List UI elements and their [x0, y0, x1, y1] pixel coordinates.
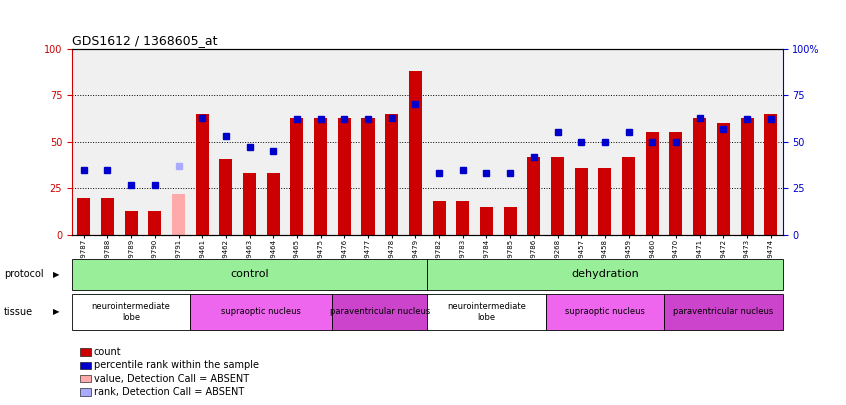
Text: rank, Detection Call = ABSENT: rank, Detection Call = ABSENT [94, 387, 244, 397]
Bar [740, 117, 754, 235]
Text: ▶: ▶ [52, 270, 59, 279]
Text: protocol: protocol [4, 269, 44, 279]
Bar [645, 132, 659, 235]
Bar [290, 117, 304, 235]
Text: percentile rank within the sample: percentile rank within the sample [94, 360, 259, 370]
Bar [219, 158, 233, 235]
Bar [480, 207, 493, 235]
Bar [669, 132, 683, 235]
Text: control: control [230, 269, 269, 279]
Bar [432, 201, 446, 235]
Bar [101, 198, 114, 235]
Bar [77, 198, 91, 235]
Bar [693, 117, 706, 235]
Bar [148, 211, 162, 235]
Bar [622, 157, 635, 235]
Text: ▶: ▶ [52, 307, 59, 316]
Bar [574, 168, 588, 235]
Text: supraoptic nucleus: supraoptic nucleus [222, 307, 301, 316]
Bar [385, 114, 398, 235]
Bar [503, 207, 517, 235]
Text: value, Detection Call = ABSENT: value, Detection Call = ABSENT [94, 374, 249, 384]
Bar [195, 114, 209, 235]
Bar [717, 123, 730, 235]
Bar [409, 71, 422, 235]
Bar [243, 173, 256, 235]
Bar [551, 157, 564, 235]
Text: GDS1612 / 1368605_at: GDS1612 / 1368605_at [72, 34, 217, 47]
Text: dehydration: dehydration [571, 269, 639, 279]
Text: supraoptic nucleus: supraoptic nucleus [565, 307, 645, 316]
Bar [124, 211, 138, 235]
Bar [598, 168, 612, 235]
Bar [456, 201, 470, 235]
Text: neurointermediate
lobe: neurointermediate lobe [447, 302, 526, 322]
Bar [266, 173, 280, 235]
Text: paraventricular nucleus: paraventricular nucleus [330, 307, 430, 316]
Text: neurointermediate
lobe: neurointermediate lobe [91, 302, 171, 322]
Bar [361, 117, 375, 235]
Bar [764, 114, 777, 235]
Text: count: count [94, 347, 122, 357]
Bar [314, 117, 327, 235]
Text: paraventricular nucleus: paraventricular nucleus [673, 307, 773, 316]
Text: tissue: tissue [4, 307, 33, 317]
Bar [527, 157, 541, 235]
Bar [172, 194, 185, 235]
Bar [338, 117, 351, 235]
